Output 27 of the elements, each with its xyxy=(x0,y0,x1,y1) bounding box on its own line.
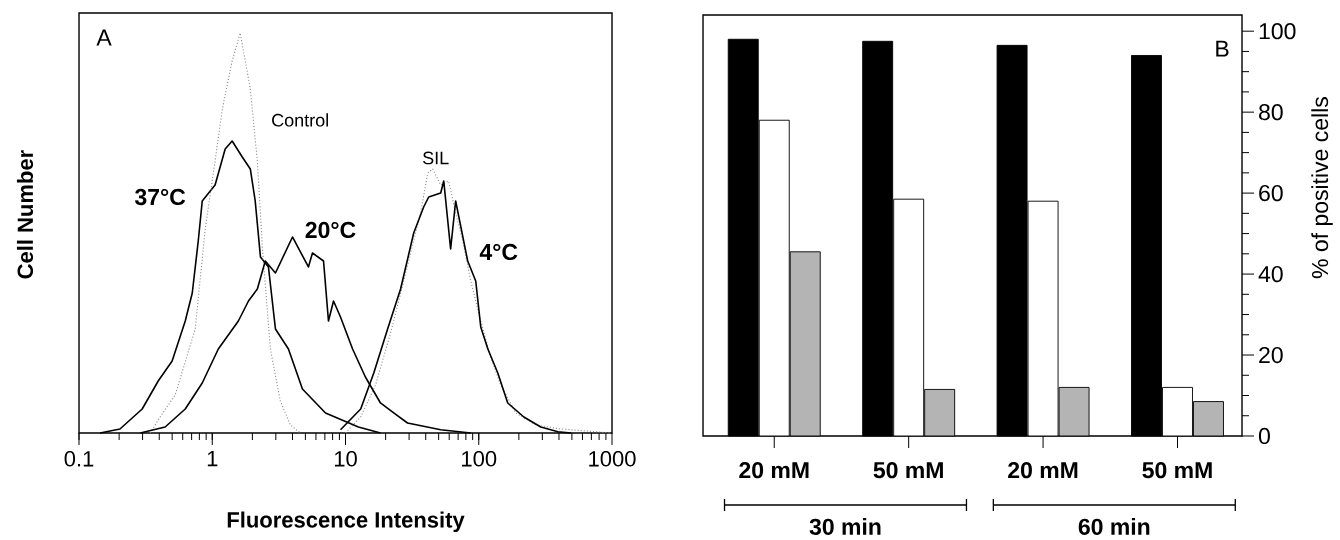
x-tick-label: 10 xyxy=(334,451,357,467)
x-tick-label: 0.1 xyxy=(64,451,94,467)
y-axis-title: Cell Number xyxy=(16,150,34,279)
x-axis-title: Fluorescence Intensity xyxy=(227,511,465,533)
y-tick-label: 0 xyxy=(1258,427,1270,445)
series-label: SIL xyxy=(422,151,449,165)
x-tick-label: 20 mM xyxy=(1008,462,1078,479)
x-tick-label: 50 mM xyxy=(1142,462,1212,479)
x-tick-label: 1000 xyxy=(589,451,636,467)
series-label: Control xyxy=(272,113,328,127)
series-label: 4°C xyxy=(479,243,518,261)
y-tick-label: 20 xyxy=(1259,346,1283,364)
text: 60 min xyxy=(1078,518,1150,535)
annotation: B xyxy=(1216,40,1229,57)
y-tick-label: 60 xyxy=(1259,184,1283,202)
y-axis-title: % of positive cells xyxy=(1311,97,1333,279)
x-tick-label: 50 mM xyxy=(873,462,943,479)
x-tick-label: 100 xyxy=(462,451,497,467)
series-label: 20°C xyxy=(305,221,356,239)
x-tick-label: 20 mM xyxy=(739,462,809,479)
y-tick-label: 80 xyxy=(1259,104,1283,121)
text: 30 min xyxy=(809,518,881,535)
x-tick-label: 1 xyxy=(207,451,218,467)
y-tick-label: 40 xyxy=(1258,265,1283,283)
annotation: A xyxy=(96,29,112,46)
series-label: 37°C xyxy=(134,188,186,206)
y-tick-label: 100 xyxy=(1259,23,1296,40)
